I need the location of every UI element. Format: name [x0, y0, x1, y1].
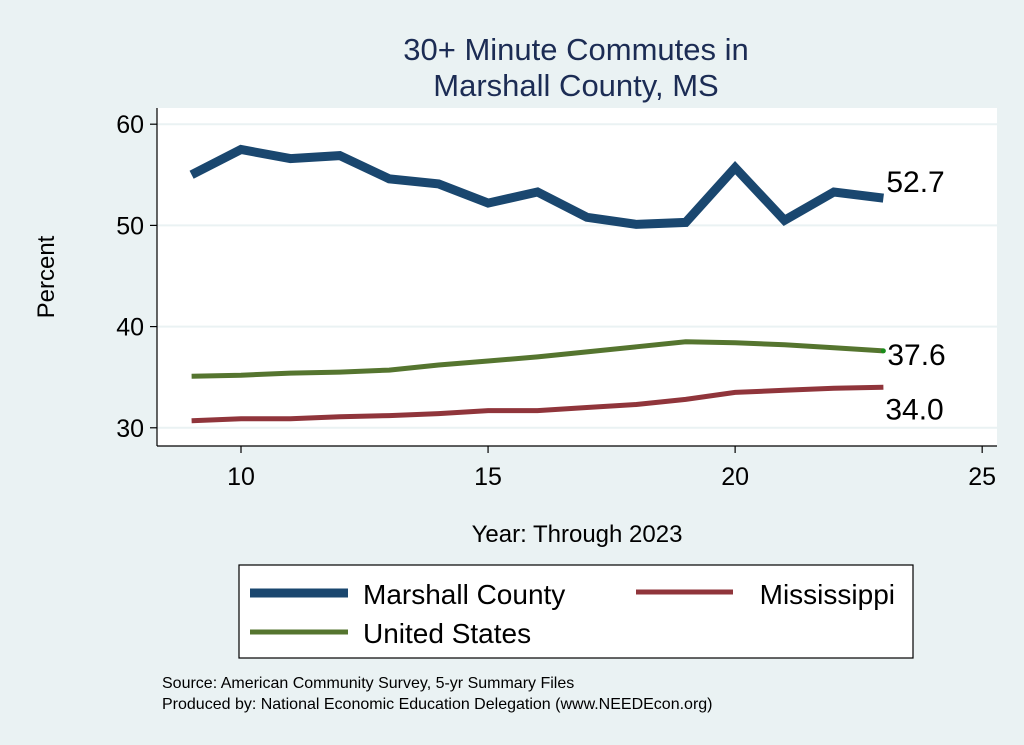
series-line-marshall-county — [189, 144, 884, 229]
x-tick-label-25: 25 — [968, 463, 996, 491]
y-axis-title: Percent — [33, 235, 60, 318]
series-lines — [189, 144, 884, 424]
legend-label-united-states: United States — [363, 618, 531, 649]
legend: Marshall County Mississippi United State… — [238, 564, 914, 659]
y-tick-label-30: 30 — [116, 415, 144, 443]
end-label-united-states: 37.6 — [887, 339, 945, 372]
series-line-mississippi — [191, 384, 884, 424]
y-ticks: 30 40 50 60 — [116, 111, 157, 443]
end-marker-united-states — [880, 348, 886, 354]
chart-title-line-1: 30+ Minute Commutes in — [403, 32, 748, 67]
series-line-united-states — [191, 339, 884, 379]
y-tick-label-60: 60 — [116, 111, 144, 139]
chart-title-line-2: Marshall County, MS — [433, 68, 718, 103]
legend-label-mississippi: Mississippi — [760, 579, 895, 610]
y-tick-label-40: 40 — [116, 314, 144, 342]
producer-note: Produced by: National Economic Education… — [162, 696, 713, 713]
gridlines — [157, 123, 997, 429]
x-tick-label-10: 10 — [227, 463, 255, 491]
x-axis-title: Year: Through 2023 — [472, 521, 683, 548]
source-note: Source: American Community Survey, 5-yr … — [162, 675, 574, 692]
legend-box — [238, 564, 914, 659]
legend-label-marshall-county: Marshall County — [363, 579, 565, 610]
y-tick-label-50: 50 — [116, 212, 144, 240]
end-labels: 52.7 34.0 37.6 — [880, 166, 946, 426]
x-tick-label-15: 15 — [474, 463, 502, 491]
x-ticks: 10 15 20 25 — [227, 446, 996, 491]
x-tick-label-20: 20 — [721, 463, 749, 491]
end-label-mississippi: 34.0 — [885, 393, 943, 426]
end-label-marshall-county: 52.7 — [886, 166, 944, 199]
